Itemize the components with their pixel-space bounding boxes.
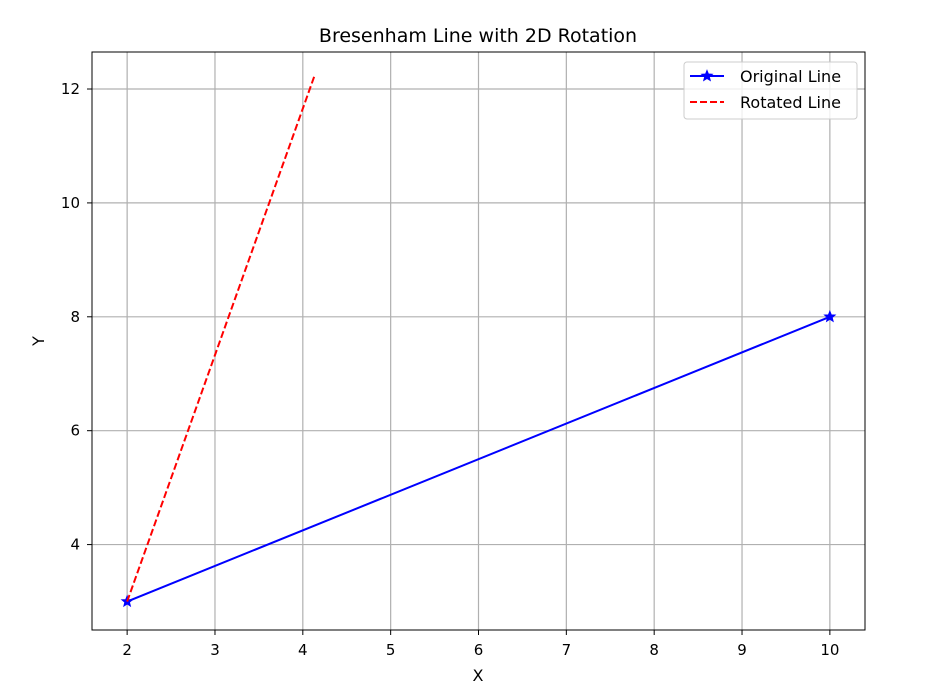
y-tick-label: 6 — [70, 422, 80, 440]
y-tick-label: 8 — [70, 308, 80, 326]
data-point-marker — [823, 309, 837, 323]
x-tick-label: 7 — [562, 641, 572, 659]
chart-title: Bresenham Line with 2D Rotation — [319, 25, 637, 47]
x-tick-label: 3 — [210, 641, 220, 659]
axis-ticks: 2 3 4 5 6 7 8 9 10 4 6 8 10 12 — [61, 80, 840, 659]
y-tick-label: 10 — [61, 194, 80, 212]
legend-star-marker-icon — [700, 69, 714, 82]
x-tick-label: 9 — [737, 641, 747, 659]
y-tick-label: 4 — [70, 536, 80, 554]
legend-box — [683, 61, 858, 120]
x-tick-label: 2 — [122, 641, 132, 659]
x-axis-label: X — [473, 666, 484, 685]
y-axis-label: Y — [29, 336, 48, 347]
plot-series — [120, 76, 837, 608]
y-tick-label: 12 — [61, 80, 80, 98]
grid-lines — [92, 52, 865, 630]
series-line-rotated-line — [126, 76, 316, 602]
legend-label-original-line: Original Line — [740, 67, 841, 86]
legend: Original Line Rotated Line — [683, 61, 858, 120]
series-line-original-line — [126, 315, 831, 603]
x-tick-label: 10 — [820, 641, 839, 659]
legend-label-rotated-line: Rotated Line — [740, 93, 841, 112]
x-tick-label: 4 — [298, 641, 308, 659]
x-tick-label: 6 — [474, 641, 484, 659]
x-tick-label: 8 — [649, 641, 659, 659]
x-tick-label: 5 — [386, 641, 396, 659]
